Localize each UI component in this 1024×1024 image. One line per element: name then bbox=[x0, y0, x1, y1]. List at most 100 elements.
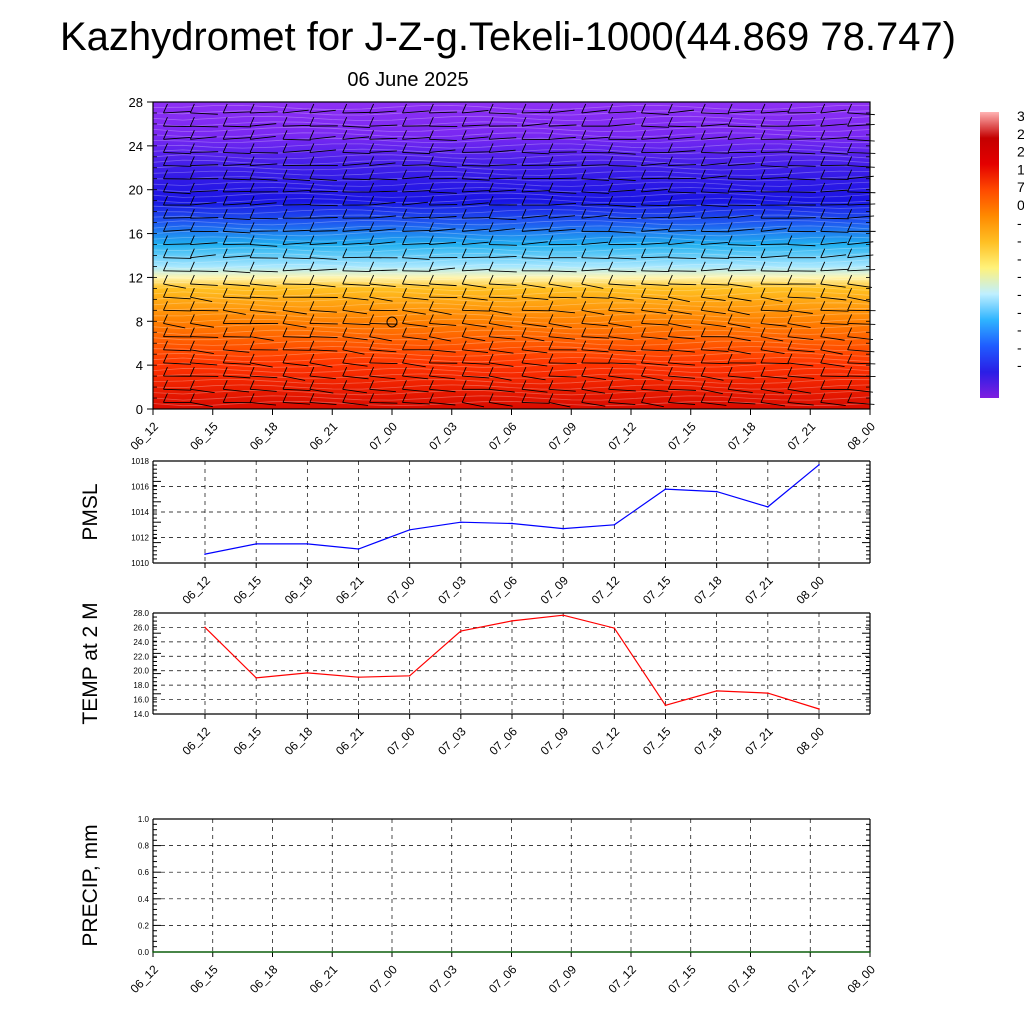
wind-barb-flag bbox=[249, 353, 255, 364]
wind-barb-flag bbox=[727, 261, 733, 272]
wind-barb-flag bbox=[667, 235, 673, 245]
wind-barb bbox=[581, 283, 604, 289]
wind-barb-flag bbox=[342, 116, 348, 127]
wind-barb bbox=[190, 349, 214, 355]
wind-barb bbox=[282, 309, 307, 315]
wind-barb-flag bbox=[608, 182, 614, 193]
wind-barb bbox=[668, 323, 692, 328]
x-tick-label: 07_18 bbox=[691, 573, 725, 607]
wind-barb-flag bbox=[461, 182, 467, 193]
data-point bbox=[204, 626, 206, 629]
wind-barb-flag bbox=[760, 274, 766, 285]
data-point bbox=[664, 704, 667, 707]
wind-barb-flag bbox=[249, 287, 255, 298]
wind-barb-flag bbox=[222, 195, 228, 206]
wind-barb-flag bbox=[608, 340, 614, 350]
wind-barb-flag bbox=[488, 366, 494, 377]
wind-barb bbox=[787, 124, 816, 127]
wind-barb-flag bbox=[727, 366, 733, 377]
contour-line bbox=[152, 148, 871, 154]
wind-barb-flag bbox=[461, 380, 467, 390]
wind-barb-flag bbox=[428, 235, 434, 245]
wind-barb-flag bbox=[760, 195, 766, 206]
wind-barb bbox=[760, 176, 789, 180]
wind-barb-flag bbox=[282, 393, 288, 403]
wind-barb-flag bbox=[787, 274, 793, 285]
wind-barb-flag bbox=[189, 130, 195, 140]
wind-barb bbox=[847, 296, 870, 302]
wind-barb-flag bbox=[428, 103, 434, 114]
wind-barb bbox=[250, 375, 278, 379]
wind-barb-flag bbox=[428, 393, 434, 403]
wind-barb bbox=[163, 309, 192, 312]
wind-barb bbox=[250, 362, 273, 368]
x-tick-label: 07_00 bbox=[384, 573, 418, 607]
wind-barb bbox=[668, 362, 696, 366]
wind-barb bbox=[369, 201, 396, 206]
wind-barb bbox=[760, 270, 789, 272]
wind-barb bbox=[163, 323, 186, 329]
wind-barb-flag bbox=[189, 274, 195, 285]
wind-barb bbox=[760, 362, 789, 365]
wind-barb-flag bbox=[727, 116, 733, 127]
wind-barb-flag bbox=[581, 222, 587, 232]
wind-barb-flag bbox=[249, 222, 255, 232]
wind-barb bbox=[462, 228, 489, 232]
data-point bbox=[204, 553, 206, 555]
wind-barb bbox=[342, 162, 370, 167]
wind-barb bbox=[521, 349, 548, 354]
wind-barb bbox=[608, 230, 636, 234]
wind-barb bbox=[282, 362, 309, 367]
wind-barb-flag bbox=[249, 209, 255, 219]
wind-barb bbox=[369, 137, 398, 140]
wind-barb-flag bbox=[309, 274, 315, 285]
wind-barb bbox=[787, 336, 814, 341]
wind-barb bbox=[429, 241, 457, 245]
wind-barb-flag bbox=[402, 248, 407, 258]
data-point bbox=[562, 614, 564, 616]
wind-barb bbox=[820, 268, 849, 272]
wind-barb-flag bbox=[222, 393, 228, 403]
wind-barb bbox=[429, 191, 457, 194]
wind-barb-flag bbox=[820, 340, 826, 350]
wind-barb bbox=[701, 151, 730, 154]
wind-barb-flag bbox=[369, 222, 375, 232]
wind-barb bbox=[787, 138, 816, 140]
contour-line bbox=[152, 346, 871, 352]
wind-barb bbox=[760, 349, 785, 355]
figure-title: Kazhydromet for J-Z-g.Tekeli-1000(44.869… bbox=[60, 15, 956, 59]
wind-barb-flag bbox=[282, 287, 288, 298]
wind-barb bbox=[462, 190, 490, 193]
wind-barb bbox=[521, 257, 550, 260]
wind-barb bbox=[282, 189, 311, 193]
wind-barb-flag bbox=[402, 169, 407, 179]
wind-barb bbox=[309, 242, 338, 245]
wind-barb-flag bbox=[667, 195, 673, 206]
wind-barb bbox=[309, 230, 338, 232]
wind-barb bbox=[521, 151, 550, 155]
data-point bbox=[255, 677, 257, 679]
wind-barb-flag bbox=[222, 156, 228, 166]
wind-barb-flag bbox=[402, 327, 407, 337]
wind-barb-flag bbox=[342, 327, 348, 337]
wind-barb-flag bbox=[461, 340, 467, 350]
wind-barb bbox=[462, 256, 491, 259]
wind-barb-flag bbox=[727, 248, 733, 258]
wind-barb bbox=[342, 111, 371, 114]
x-tick-label: 07_00 bbox=[366, 962, 400, 996]
wind-barb-flag bbox=[760, 103, 766, 114]
wind-barb-flag bbox=[428, 314, 434, 324]
wind-barb-flag bbox=[249, 130, 255, 140]
wind-barb bbox=[402, 137, 430, 140]
wind-barb-flag bbox=[189, 156, 195, 166]
wind-barb bbox=[608, 283, 636, 287]
wind-barb-flag bbox=[521, 366, 527, 377]
wind-barb-flag bbox=[428, 340, 434, 350]
wind-barb bbox=[668, 388, 696, 391]
wind-barb-flag bbox=[402, 353, 407, 364]
wind-barb bbox=[369, 190, 398, 193]
wind-barb bbox=[369, 228, 396, 232]
wind-barb-flag bbox=[548, 353, 554, 364]
wind-barb bbox=[342, 336, 368, 341]
data-point bbox=[818, 708, 820, 710]
